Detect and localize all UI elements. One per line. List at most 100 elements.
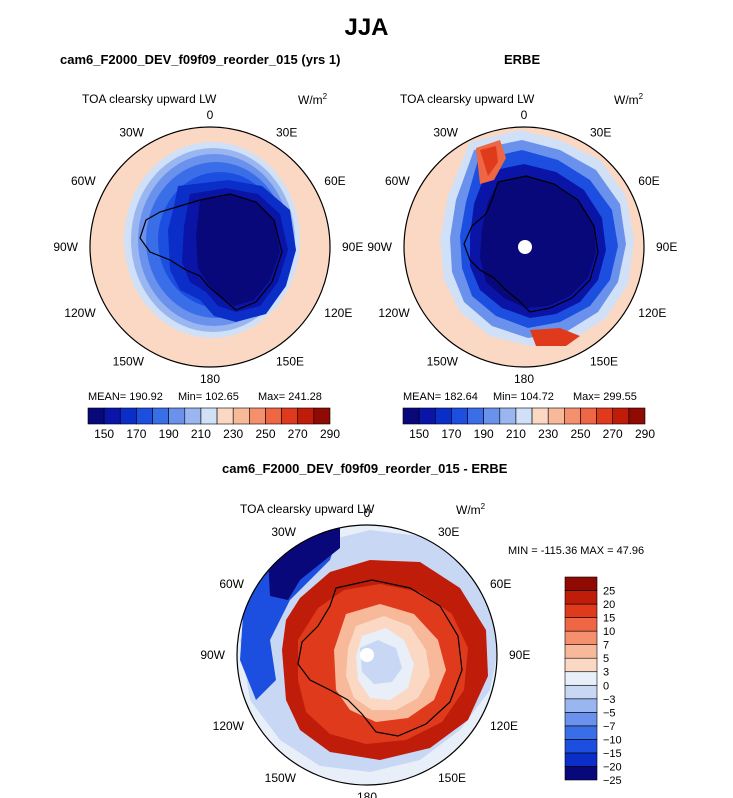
lon-label: 180 bbox=[514, 372, 534, 386]
colorbar-tick: 150 bbox=[409, 427, 429, 441]
colorbar-swatch bbox=[249, 407, 266, 425]
colorbar-tick: 25 bbox=[603, 586, 615, 598]
panel-3-units: W/m2 bbox=[456, 502, 486, 517]
lon-label: 150E bbox=[276, 354, 304, 368]
lon-label: 0 bbox=[207, 108, 214, 122]
colorbar-tick: 230 bbox=[538, 427, 558, 441]
colorbar-tick: −25 bbox=[603, 775, 622, 787]
lon-label: 30E bbox=[276, 126, 297, 140]
colorbar-swatch bbox=[168, 407, 186, 425]
colorbar-swatch bbox=[596, 407, 614, 425]
lon-label: 120W bbox=[64, 306, 96, 320]
colorbar-swatch bbox=[87, 407, 105, 425]
colorbar-swatch bbox=[564, 698, 598, 713]
colorbar-swatch bbox=[434, 407, 452, 425]
colorbar-swatch bbox=[232, 407, 250, 425]
colorbar-tick: 170 bbox=[441, 427, 461, 441]
colorbar-tick: −15 bbox=[603, 748, 622, 760]
colorbar-tick: 230 bbox=[223, 427, 243, 441]
lon-label: 150W bbox=[113, 354, 145, 368]
colorbar-swatch bbox=[628, 407, 646, 425]
colorbar-tick: 270 bbox=[288, 427, 308, 441]
panel-2-variable: TOA clearsky upward LW bbox=[400, 92, 535, 106]
colorbar-tick: 290 bbox=[320, 427, 340, 441]
lon-label: 90E bbox=[656, 240, 677, 254]
colorbar-tick: 290 bbox=[635, 427, 655, 441]
longitude-labels: 0 30E 60E 90E 120E 150E 180 150W 120W 90W 60W 30W 0 3… bbox=[53, 108, 677, 798]
colorbar-swatch bbox=[564, 671, 598, 686]
panel-1-max: Max= 241.28 bbox=[258, 391, 322, 403]
colorbar-swatch bbox=[564, 739, 598, 754]
map-difference bbox=[237, 525, 497, 785]
lon-label: 180 bbox=[357, 790, 377, 798]
panel-1-title: cam6_F2000_DEV_f09f09_reorder_015 (yrs 1… bbox=[60, 52, 341, 67]
panel-2-mean: MEAN= 182.64 bbox=[403, 391, 478, 403]
lon-label: 120W bbox=[378, 306, 410, 320]
lon-label: 120E bbox=[324, 306, 352, 320]
colorbar-tick: 210 bbox=[506, 427, 526, 441]
colorbar-tick: 15 bbox=[603, 613, 615, 625]
lon-label: 30E bbox=[590, 126, 611, 140]
colorbar-tick: 170 bbox=[126, 427, 146, 441]
colorbars: 150 170 190 210 230 250 270 290 150 170 190 210 230 2… bbox=[87, 407, 655, 787]
colorbar-swatch bbox=[564, 752, 598, 767]
lon-label: 180 bbox=[200, 372, 220, 386]
colorbar-tick: −7 bbox=[603, 721, 616, 733]
colorbar-swatch bbox=[483, 407, 501, 425]
page-title: JJA bbox=[344, 14, 389, 41]
panel-1-variable: TOA clearsky upward LW bbox=[82, 92, 217, 106]
lon-label: 90E bbox=[509, 648, 530, 662]
panel-2-max: Max= 299.55 bbox=[573, 391, 637, 403]
lon-label: 120E bbox=[490, 719, 518, 733]
lon-label: 150E bbox=[438, 771, 466, 785]
colorbar-tick: 150 bbox=[94, 427, 114, 441]
lon-label: 60E bbox=[490, 577, 511, 591]
colorbar-tick: 190 bbox=[159, 427, 179, 441]
colorbar-swatch bbox=[564, 712, 598, 727]
colorbar-swatch bbox=[313, 407, 331, 425]
colorbar-swatch bbox=[564, 617, 598, 632]
lon-label: 60W bbox=[219, 577, 244, 591]
map-difference-border bbox=[236, 524, 498, 786]
colorbar-swatch bbox=[265, 407, 282, 425]
colorbar-swatch bbox=[515, 407, 533, 425]
colorbar-tick: 250 bbox=[255, 427, 275, 441]
colorbar-swatch bbox=[564, 725, 598, 740]
colorbar-swatch bbox=[580, 407, 597, 425]
colorbar-swatch bbox=[297, 407, 315, 425]
panel-2-min: Min= 104.72 bbox=[493, 391, 554, 403]
lon-label: 30W bbox=[119, 126, 144, 140]
colorbar-tick: 20 bbox=[603, 599, 615, 611]
colorbar-swatch bbox=[564, 644, 598, 659]
colorbar-swatch bbox=[136, 407, 153, 425]
lon-label: 0 bbox=[521, 108, 528, 122]
colorbar-tick: 250 bbox=[570, 427, 590, 441]
lon-label: 60W bbox=[385, 174, 410, 188]
colorbar-tick: 190 bbox=[474, 427, 494, 441]
panel-3-variable: TOA clearsky upward LW bbox=[240, 502, 375, 516]
lon-label: 90W bbox=[200, 648, 225, 662]
panel-1-min: Min= 102.65 bbox=[178, 391, 239, 403]
lon-label: 60E bbox=[324, 174, 345, 188]
lon-label: 90W bbox=[53, 240, 78, 254]
panel-1-mean: MEAN= 190.92 bbox=[88, 391, 163, 403]
panel-1-units: W/m2 bbox=[298, 92, 328, 107]
lon-label: 90W bbox=[367, 240, 392, 254]
colorbar-tick: −3 bbox=[603, 694, 616, 706]
colorbar-swatch bbox=[612, 407, 630, 425]
lon-label: 120W bbox=[213, 719, 245, 733]
colorbar-tick: −20 bbox=[603, 762, 622, 774]
colorbar-swatch bbox=[547, 407, 565, 425]
panel-2-title: ERBE bbox=[504, 52, 541, 67]
colorbar-tick: −10 bbox=[603, 734, 622, 746]
colorbar-swatch bbox=[184, 407, 202, 425]
colorbar-tick: 5 bbox=[603, 653, 609, 665]
map-erbe-border bbox=[403, 126, 645, 368]
colorbar-swatch bbox=[499, 407, 517, 425]
colorbar-swatch bbox=[103, 407, 121, 425]
colorbar-swatch bbox=[564, 576, 598, 591]
colorbar-swatch bbox=[119, 407, 137, 425]
colorbar-swatch bbox=[216, 407, 234, 425]
lon-label: 0 bbox=[364, 506, 371, 520]
lon-label: 30E bbox=[438, 525, 459, 539]
